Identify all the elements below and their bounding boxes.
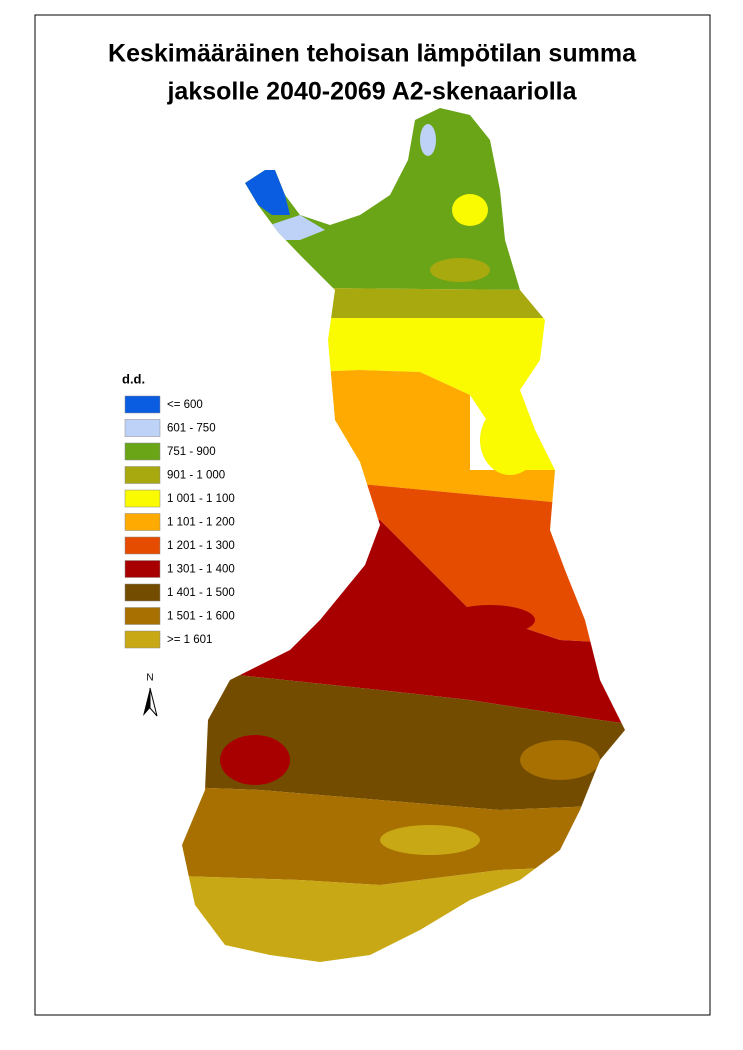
climate-zone [452, 194, 488, 226]
legend-swatch [124, 583, 161, 602]
legend: <= 600 601 - 750 751 - 900 901 - 1 000 1 001… [124, 395, 235, 649]
legend-title: d.d. [122, 371, 145, 386]
legend-label: 1 201 - 1 300 [167, 540, 235, 552]
climate-zone [520, 740, 600, 780]
arrow-left [143, 688, 150, 716]
climate-zone [270, 215, 325, 240]
climate-zone [420, 124, 436, 156]
arrow-right [149, 687, 158, 717]
legend-label: 1 501 - 1 600 [167, 611, 235, 623]
north-arrow: N [143, 673, 158, 717]
legend-label: <= 600 [167, 399, 203, 411]
north-label: N [146, 673, 153, 684]
climate-zone [445, 605, 535, 635]
legend-swatch [124, 513, 161, 531]
climate-zone [480, 405, 540, 475]
legend-label: >= 1 601 [167, 634, 212, 646]
legend-label: 601 - 750 [167, 423, 216, 435]
legend-swatch [124, 536, 161, 555]
legend-label: 901 - 1 000 [167, 470, 225, 482]
legend-swatch [124, 607, 161, 625]
legend-swatch [124, 489, 161, 508]
legend-swatch [124, 419, 161, 437]
legend-label: 751 - 900 [167, 446, 216, 458]
title-line: Keskimääräinen tehoisan lämpötilan summa [108, 40, 637, 68]
title-line: jaksolle 2040-2069 A2-skenaariolla [166, 78, 577, 106]
climate-zone [245, 170, 290, 215]
climate-zone [220, 735, 290, 785]
legend-label: 1 301 - 1 400 [167, 564, 235, 576]
climate-zone [430, 258, 490, 282]
legend-swatch [124, 630, 161, 649]
climate-zone [380, 825, 480, 855]
legend-label: 1 001 - 1 100 [167, 493, 235, 505]
legend-swatch [124, 560, 161, 578]
legend-label: 1 101 - 1 200 [167, 517, 235, 529]
legend-swatch [124, 442, 161, 461]
legend-swatch [124, 395, 161, 414]
legend-swatch [124, 466, 161, 484]
legend-label: 1 401 - 1 500 [167, 587, 235, 599]
